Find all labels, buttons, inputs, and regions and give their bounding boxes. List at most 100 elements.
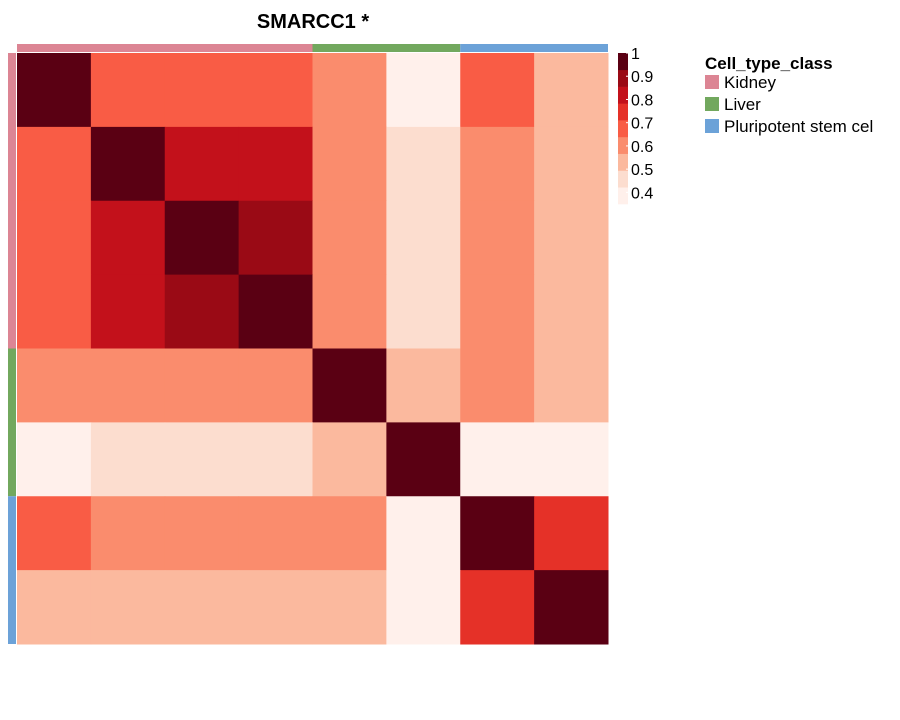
heatmap-cell <box>312 496 387 571</box>
top-annotation-segment <box>17 44 313 52</box>
heatmap-cell <box>90 422 166 497</box>
legend-swatch <box>705 75 719 89</box>
heatmap-cell <box>238 570 314 645</box>
heatmap-cell <box>17 200 92 276</box>
heatmap-cell <box>17 274 92 350</box>
heatmap-cell <box>164 496 240 571</box>
heatmap-cell <box>17 422 92 497</box>
heatmap-cell <box>90 570 166 645</box>
heatmap-cell <box>238 496 314 571</box>
top-annotation-bar <box>17 44 608 52</box>
top-annotation-segment <box>312 44 461 52</box>
heatmap-cell <box>90 53 166 128</box>
heatmap-cell <box>164 53 240 128</box>
heatmap-cell <box>164 200 240 276</box>
heatmap-cell <box>534 496 609 571</box>
colorbar-segment <box>618 103 628 121</box>
colorbar-segment <box>618 187 628 205</box>
heatmap-cell <box>312 126 387 202</box>
heatmap-cell <box>386 570 461 645</box>
top-annotation-segment <box>460 44 608 52</box>
colorbar-ticks: 1 0.9 0.8 0.7 0.6 0.5 0.4 <box>626 46 653 202</box>
colorbar-tick-label: 0.6 <box>631 139 653 156</box>
heatmap-cell <box>90 348 166 423</box>
colorbar-tick-label: 0.7 <box>631 116 653 133</box>
heatmap-cell <box>238 126 314 202</box>
heatmap-cell <box>312 422 387 497</box>
heatmap-cell <box>386 274 461 350</box>
heatmap-cell <box>17 570 92 645</box>
legend-swatch <box>705 119 719 133</box>
colorbar <box>618 53 628 205</box>
heatmap-cell <box>386 422 461 497</box>
heatmap-cell <box>17 496 92 571</box>
colorbar-segment <box>618 69 628 87</box>
heatmap-cell <box>164 348 240 423</box>
colorbar-segment <box>618 53 628 71</box>
heatmap-cell <box>17 53 92 128</box>
legend-swatch <box>705 97 719 111</box>
heatmap-cell <box>386 126 461 202</box>
heatmap-cell <box>238 274 314 350</box>
chart-title: SMARCC1 * <box>257 11 369 33</box>
heatmap-cell <box>386 496 461 571</box>
heatmap-cell <box>238 422 314 497</box>
colorbar-tick-label: 1 <box>631 46 640 63</box>
heatmap-cell <box>386 53 461 128</box>
heatmap-cell <box>312 348 387 423</box>
heatmap-cell <box>460 126 535 202</box>
colorbar-segment <box>618 170 628 188</box>
left-annotation-bar <box>8 53 16 644</box>
heatmap-cell <box>90 200 166 276</box>
heatmap-cell <box>460 348 535 423</box>
heatmap-cell <box>534 53 609 128</box>
left-annotation-segment <box>8 53 16 349</box>
colorbar-tick-label: 0.4 <box>631 185 653 202</box>
heatmap-cell <box>460 570 535 645</box>
heatmap-cell <box>460 53 535 128</box>
heatmap-cell <box>164 422 240 497</box>
colorbar-segment <box>618 86 628 104</box>
colorbar-tick-label: 0.9 <box>631 69 653 86</box>
colorbar-tick-label: 0.8 <box>631 92 653 109</box>
heatmap-cell <box>238 200 314 276</box>
heatmap-cell <box>238 348 314 423</box>
group-legend: Kidney Liver Pluripotent stem cel <box>705 73 873 136</box>
legend-label: Liver <box>724 95 761 114</box>
heatmap-cell <box>164 570 240 645</box>
left-annotation-segment <box>8 496 16 644</box>
heatmap-cell <box>460 422 535 497</box>
heatmap-cell <box>534 274 609 350</box>
heatmap-cell <box>17 126 92 202</box>
heatmap-cell <box>164 126 240 202</box>
legend-label: Kidney <box>724 73 776 92</box>
heatmap-cell <box>386 200 461 276</box>
heatmap-cell <box>312 53 387 128</box>
heatmap-cell <box>534 126 609 202</box>
legend-label: Pluripotent stem cel <box>724 117 873 136</box>
legend-title: Cell_type_class <box>705 54 833 73</box>
colorbar-segment <box>618 120 628 138</box>
heatmap-cell <box>534 570 609 645</box>
heatmap-cell <box>312 274 387 350</box>
left-annotation-segment <box>8 348 16 497</box>
heatmap-cell <box>460 274 535 350</box>
heatmap-cell <box>534 348 609 423</box>
heatmap-cell <box>534 200 609 276</box>
colorbar-segment <box>618 136 628 154</box>
heatmap-cell <box>312 200 387 276</box>
colorbar-tick-label: 0.5 <box>631 162 653 179</box>
heatmap-cells <box>17 53 609 645</box>
heatmap-cell <box>164 274 240 350</box>
heatmap-cell <box>386 348 461 423</box>
heatmap-cell <box>17 348 92 423</box>
heatmap-cell <box>238 53 314 128</box>
heatmap-cell <box>534 422 609 497</box>
heatmap-cell <box>90 496 166 571</box>
heatmap-cell <box>460 496 535 571</box>
heatmap-cell <box>90 274 166 350</box>
heatmap-cell <box>460 200 535 276</box>
colorbar-segment <box>618 153 628 171</box>
heatmap-cell <box>312 570 387 645</box>
